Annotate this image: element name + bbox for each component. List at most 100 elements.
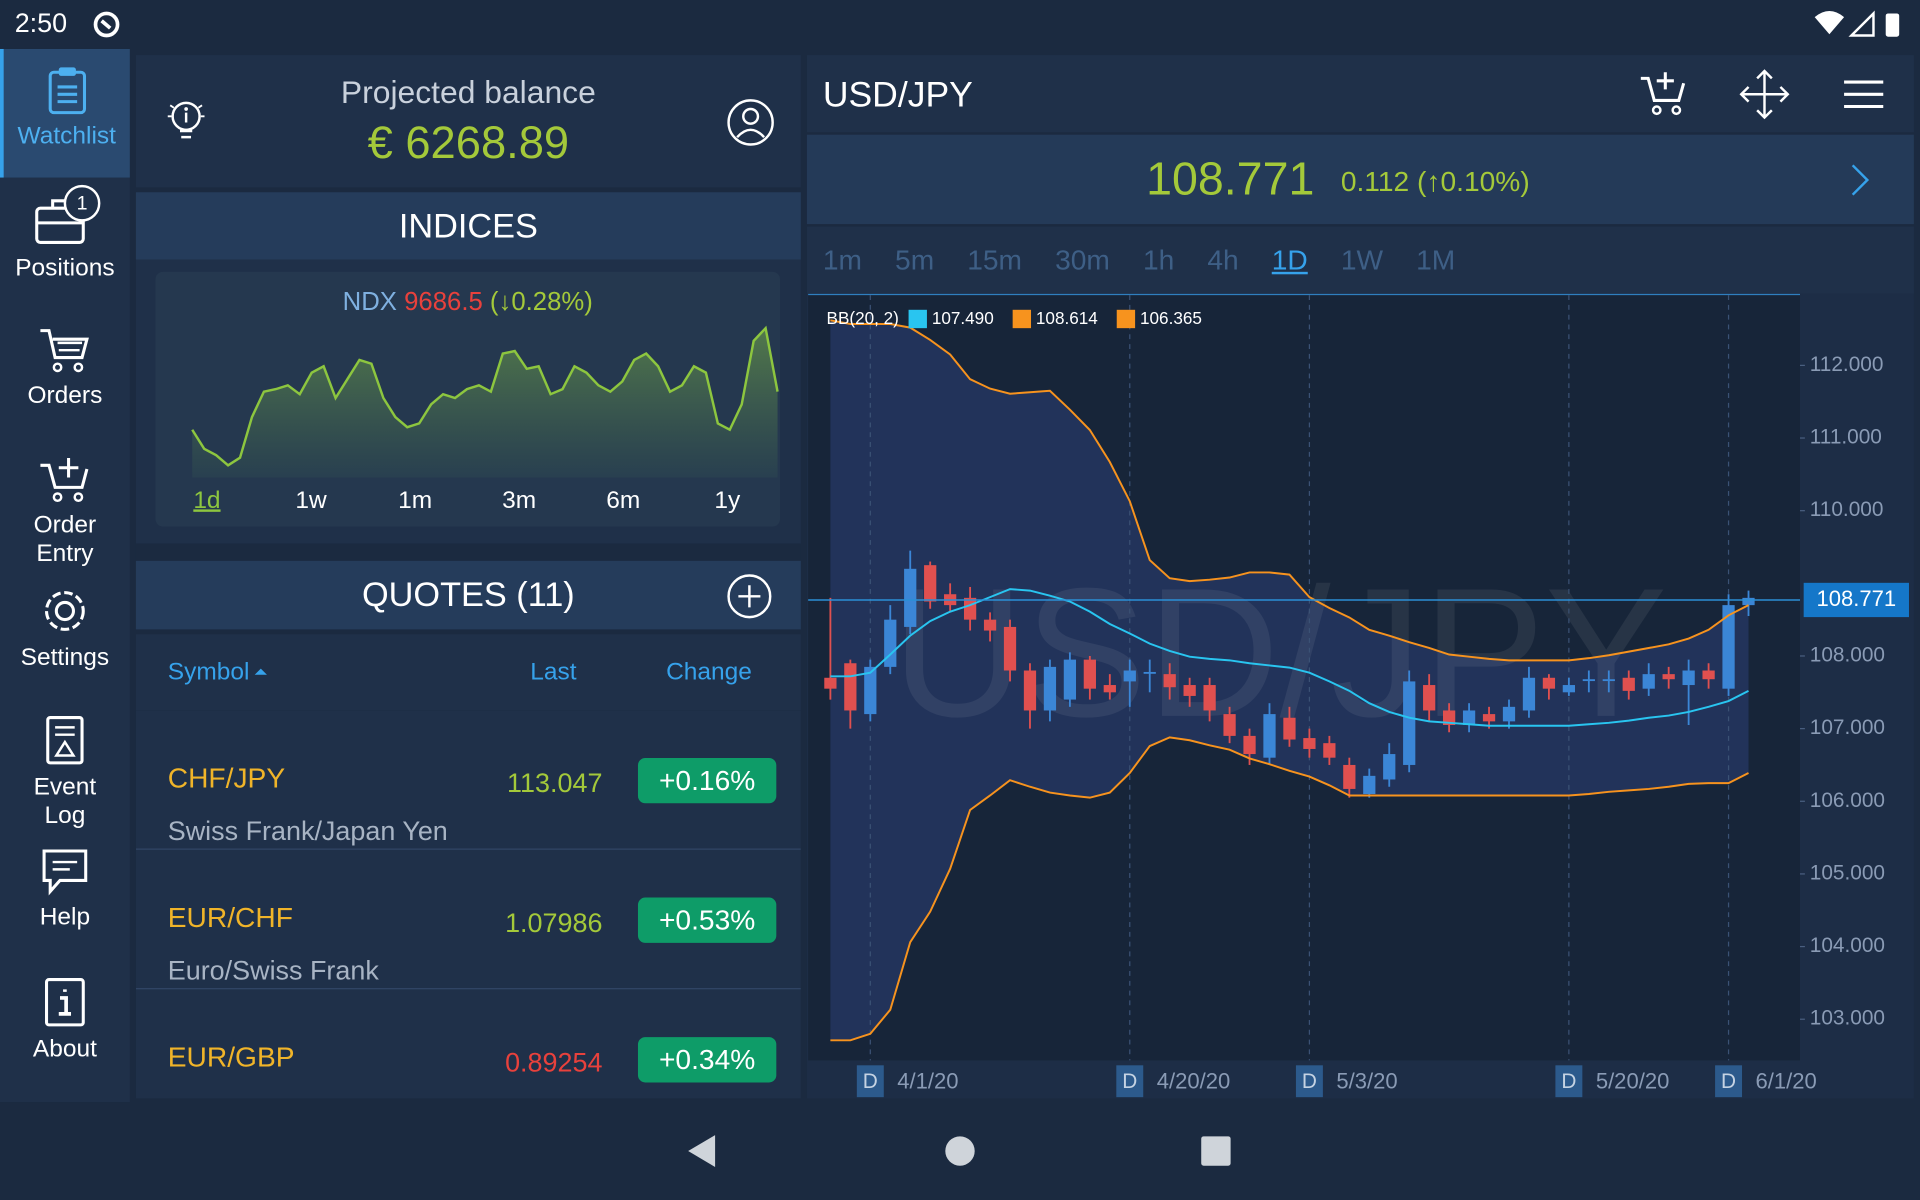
candle-body bbox=[1223, 714, 1236, 736]
balance-amount: € 6268.89 bbox=[367, 117, 570, 168]
icon: 1 bbox=[35, 184, 101, 244]
x-tick-label: 4/20/20 bbox=[1157, 1068, 1231, 1093]
home-button[interactable] bbox=[945, 1136, 975, 1166]
sort-arrow bbox=[254, 668, 267, 675]
menu-button[interactable] bbox=[1842, 78, 1886, 110]
nav-about[interactable]: About bbox=[0, 977, 130, 1064]
range-tab[interactable]: 1m bbox=[398, 487, 433, 515]
candle-body bbox=[1163, 674, 1176, 688]
candle-body bbox=[1502, 706, 1516, 722]
quotes-header: QUOTES (11) bbox=[135, 560, 801, 630]
chart-header bbox=[806, 55, 1914, 133]
tip-icon[interactable] bbox=[167, 98, 206, 147]
indicator-label: BB(20, 2) bbox=[827, 308, 899, 328]
y-tick-label: 108.000 bbox=[1810, 643, 1885, 666]
nav-label: Order Entry bbox=[33, 511, 97, 567]
timeframe-tab[interactable]: 15m bbox=[967, 243, 1023, 276]
candle-body bbox=[1083, 659, 1096, 689]
status-icon bbox=[93, 11, 120, 38]
add-quote-button[interactable] bbox=[726, 573, 773, 620]
timeframe-tab[interactable]: 1m bbox=[822, 243, 862, 276]
period-box bbox=[1715, 1065, 1743, 1098]
candle-body bbox=[1522, 677, 1536, 711]
timeframe-tab[interactable]: 1D bbox=[1271, 243, 1308, 276]
nav-help[interactable]: Help bbox=[0, 847, 130, 931]
profile-button[interactable] bbox=[726, 98, 775, 147]
timeframe-tab[interactable]: 5m bbox=[895, 243, 935, 276]
index-change: (↓0.28%) bbox=[489, 287, 593, 316]
period-marker: D bbox=[1721, 1070, 1736, 1093]
nav-order-entry[interactable]: Order Entry bbox=[0, 456, 130, 569]
period-box bbox=[1116, 1065, 1144, 1098]
range-tab[interactable]: 1w bbox=[295, 487, 327, 515]
quote-last: 0.89254 bbox=[505, 1046, 603, 1078]
period-marker: D bbox=[1302, 1070, 1317, 1093]
candle-body bbox=[1562, 685, 1575, 693]
nav-settings[interactable]: Settings bbox=[0, 585, 130, 672]
candle-body bbox=[1023, 670, 1037, 711]
details-button[interactable] bbox=[1847, 162, 1874, 199]
index-symbol: NDX bbox=[342, 287, 397, 316]
nav-label: About bbox=[32, 1035, 97, 1063]
timeframe-tab[interactable]: 1h bbox=[1142, 243, 1175, 276]
candle-body bbox=[1742, 597, 1755, 606]
legend-swatch bbox=[1116, 309, 1136, 329]
status-time: 2:50 bbox=[14, 7, 68, 38]
range-tab[interactable]: 3m bbox=[502, 487, 537, 515]
status-icons bbox=[1814, 10, 1900, 37]
quote-last: 1.07986 bbox=[505, 907, 603, 938]
range-tab[interactable]: 6m bbox=[606, 487, 641, 515]
crosshair-button[interactable] bbox=[1739, 69, 1790, 120]
band-line bbox=[830, 319, 1749, 662]
candle-body bbox=[1283, 717, 1296, 740]
x-tick-label: 4/1/20 bbox=[897, 1068, 958, 1093]
period-marker: D bbox=[863, 1070, 878, 1093]
range-tab[interactable]: 1y bbox=[714, 487, 741, 515]
y-tick-label: 105.000 bbox=[1810, 861, 1885, 884]
price-bar bbox=[806, 134, 1914, 225]
range-tab[interactable]: 1d bbox=[193, 487, 221, 515]
trade-button[interactable] bbox=[1638, 71, 1687, 118]
quote-row[interactable]: CHF/JPY Swiss Frank/Japan Yen 113.047 +0.16… bbox=[135, 710, 801, 850]
timeframe-tab[interactable]: 1W bbox=[1340, 243, 1384, 276]
recents-button[interactable] bbox=[1201, 1136, 1231, 1166]
nav-event-log[interactable]: Event Log bbox=[0, 715, 130, 830]
candle-body bbox=[824, 677, 837, 689]
nav-positions[interactable]: 1 Positions bbox=[0, 184, 130, 283]
candle-body bbox=[1363, 775, 1376, 795]
back-button[interactable] bbox=[688, 1135, 716, 1167]
nav-bar bbox=[688, 1135, 1231, 1167]
indices-header: INDICES bbox=[135, 192, 801, 260]
candle-body bbox=[904, 568, 917, 627]
candle-body bbox=[1303, 738, 1316, 749]
period-box bbox=[1555, 1065, 1583, 1098]
quote-row[interactable]: EUR/GBP 0.89254 +0.34% bbox=[135, 989, 801, 1099]
icon bbox=[40, 457, 89, 503]
period-box bbox=[856, 1065, 884, 1098]
icon bbox=[46, 716, 84, 765]
sidebar bbox=[0, 48, 130, 1103]
x-tick-label: 5/20/20 bbox=[1596, 1068, 1670, 1093]
timeframe-tab[interactable]: 30m bbox=[1055, 243, 1110, 276]
icon bbox=[40, 329, 89, 373]
candle-body bbox=[1383, 754, 1396, 780]
instrument-price: 108.771 bbox=[1146, 154, 1315, 206]
timeframe-tab[interactable]: 1M bbox=[1416, 243, 1456, 276]
timeframe-tab[interactable]: 4h bbox=[1207, 243, 1239, 276]
nav-watchlist[interactable]: Watchlist bbox=[0, 48, 130, 178]
quote-row[interactable]: EUR/CHF Euro/Swiss Frank 1.07986 +0.53% bbox=[135, 849, 801, 990]
current-price-label: 108.771 bbox=[1817, 586, 1897, 611]
watermark: USD/JPY bbox=[892, 550, 1668, 755]
quote-last: 113.047 bbox=[507, 767, 603, 799]
nav-orders[interactable]: Orders bbox=[0, 326, 130, 410]
icon bbox=[48, 67, 86, 115]
nav-label: Help bbox=[39, 903, 91, 931]
index-quote: NDX 9686.5 (↓0.28%) bbox=[156, 288, 780, 317]
current-price-box bbox=[1803, 582, 1909, 618]
column-symbol[interactable]: Symbol bbox=[167, 658, 250, 686]
candle-body bbox=[1143, 671, 1156, 674]
timeframe-bar bbox=[806, 226, 1914, 294]
quotes-columns: Symbol Last Change bbox=[135, 634, 801, 711]
band-fill bbox=[830, 320, 1749, 1041]
legend-label: 106.365 bbox=[1140, 308, 1202, 328]
